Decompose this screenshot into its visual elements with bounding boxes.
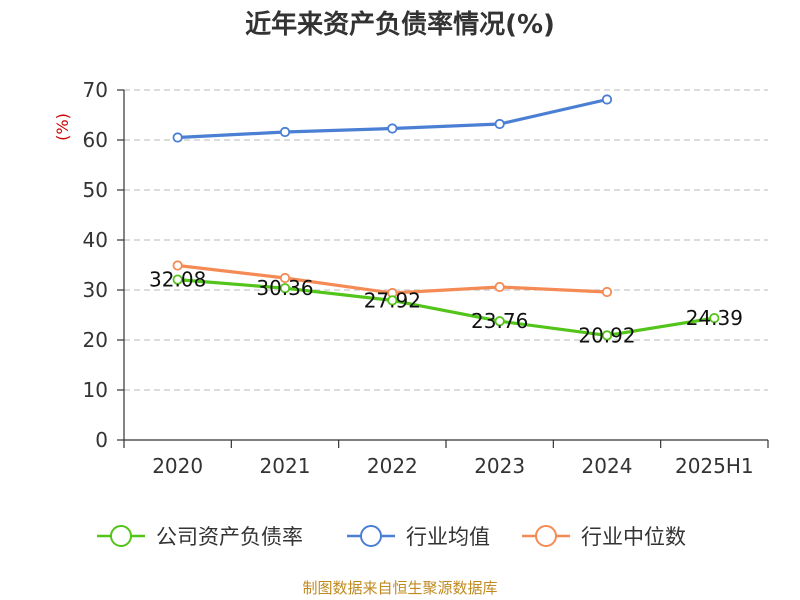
- data-label: 27.92: [364, 288, 421, 312]
- data-point: [172, 132, 183, 143]
- legend-marker: [535, 525, 557, 547]
- legend-item-1: 公司资产负债率: [97, 525, 303, 549]
- y-tick-label: 50: [83, 178, 108, 202]
- legend-label: 公司资产负债率: [156, 525, 303, 549]
- data-label: 23.76: [471, 309, 528, 333]
- data-point: [387, 123, 398, 134]
- data-labels: 32.08 30.36 27.92 23.76 20.92 24.39: [149, 268, 743, 348]
- legend-label: 行业中位数: [581, 525, 686, 549]
- y-tick-label: 0: [95, 428, 108, 452]
- x-tick-label: 2022: [367, 454, 418, 478]
- data-point: [601, 94, 613, 105]
- y-tick-label: 30: [83, 278, 108, 302]
- data-point: [494, 118, 505, 130]
- data-point: [279, 272, 291, 284]
- legend-label: 行业均值: [406, 525, 490, 549]
- series-group: [172, 94, 720, 341]
- data-label: 30.36: [256, 276, 313, 300]
- y-tick-label: 70: [83, 78, 108, 102]
- data-point: [279, 126, 291, 138]
- legend-item-3: 行业中位数: [522, 525, 686, 549]
- chart-title: 近年来资产负债率情况(%): [245, 9, 555, 40]
- legend-item-2: 行业均值: [347, 525, 490, 549]
- legend: 公司资产负债率 行业均值 行业中位数: [97, 525, 686, 549]
- data-point: [387, 295, 398, 306]
- x-tick-label: 2025H1: [675, 454, 754, 478]
- series-1: [172, 274, 720, 341]
- legend-marker: [110, 525, 132, 547]
- data-label: 24.39: [686, 306, 743, 330]
- y-tick-label: 20: [83, 328, 108, 352]
- data-point: [172, 260, 183, 271]
- data-label: 32.08: [149, 268, 206, 292]
- legend-marker: [360, 525, 382, 547]
- axes: [117, 89, 769, 448]
- x-tick-labels: 2020 2021 2022 2023 2024 2025H1: [152, 454, 753, 478]
- y-axis-label: (%): [53, 113, 72, 141]
- x-tick-label: 2023: [474, 454, 525, 478]
- y-tick-label: 40: [83, 228, 108, 252]
- data-point: [709, 312, 720, 324]
- data-point: [279, 283, 291, 294]
- y-tick-label: 10: [83, 378, 108, 402]
- data-label: 20.92: [578, 323, 635, 347]
- y-tick-labels: 0 10 20 30 40 50 60 70: [83, 78, 108, 452]
- y-tick-label: 60: [83, 128, 108, 152]
- series-2: [172, 94, 613, 143]
- data-point: [172, 274, 183, 285]
- x-tick-label: 2021: [260, 454, 311, 478]
- source-text: 制图数据来自恒生聚源数据库: [302, 579, 497, 597]
- series-line: [177, 278, 715, 337]
- data-point: [601, 286, 613, 298]
- x-tick-label: 2024: [582, 454, 633, 478]
- data-point: [494, 281, 505, 293]
- x-tick-label: 2020: [152, 454, 203, 478]
- data-point: [601, 330, 613, 341]
- data-point: [494, 316, 505, 327]
